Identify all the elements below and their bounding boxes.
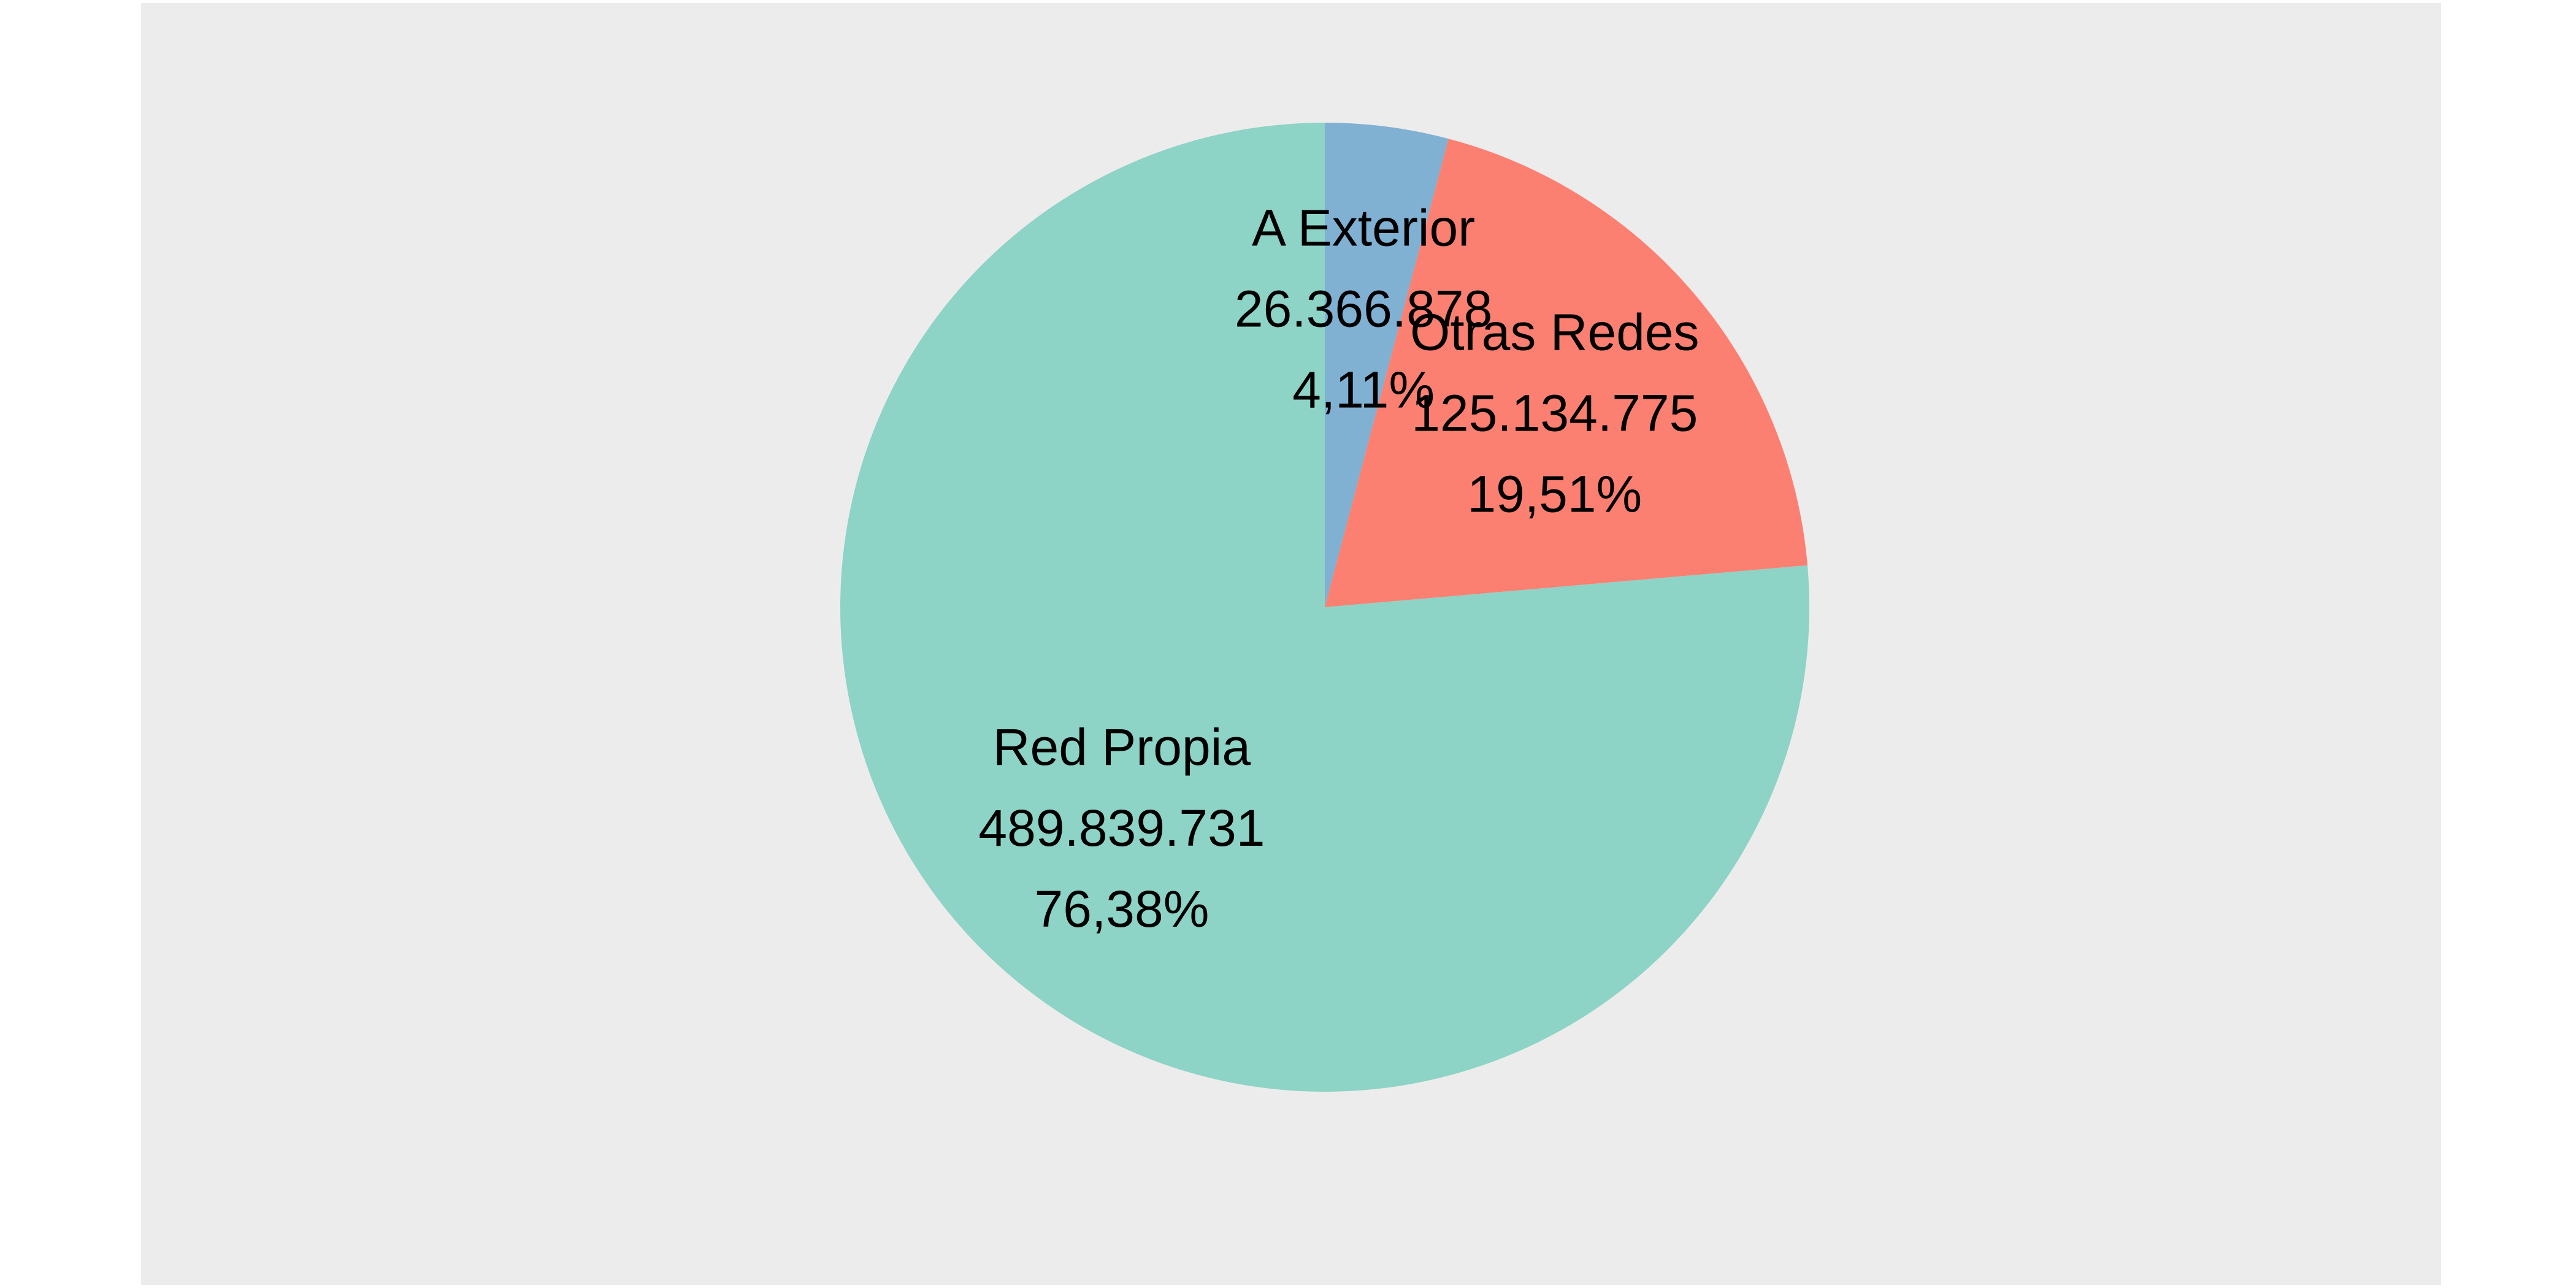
pie-slice-a-exterior <box>1325 123 1449 607</box>
slice-label-percent: 4,11% <box>1292 361 1435 418</box>
slice-label-a-exterior: A Exterior 26.366.878 4,11% <box>1235 199 1492 418</box>
slice-label-value: 489.839.731 <box>978 799 1265 857</box>
pie-labels: A Exterior 26.366.878 4,11%Otras Redes 125.… <box>978 199 1699 938</box>
slice-label-name: Red Propia <box>993 718 1251 776</box>
slice-label-red-propia: Red Propia 489.839.731 76,38% <box>978 718 1265 938</box>
pie-slices <box>840 123 1809 1092</box>
slice-label-value: 125.134.775 <box>1411 385 1698 442</box>
slice-label-value: 26.366.878 <box>1235 280 1492 337</box>
pie-slice-otras-redes <box>1325 139 1808 607</box>
pie-slice-red-propia <box>840 123 1809 1092</box>
slice-label-name: Otras Redes <box>1410 304 1700 361</box>
slice-label-name: A Exterior <box>1252 199 1475 256</box>
slice-label-percent: 76,38% <box>1035 880 1209 938</box>
slice-label-otras-redes: Otras Redes 125.134.775 19,51% <box>1410 304 1700 523</box>
slice-label-percent: 19,51% <box>1467 466 1642 523</box>
